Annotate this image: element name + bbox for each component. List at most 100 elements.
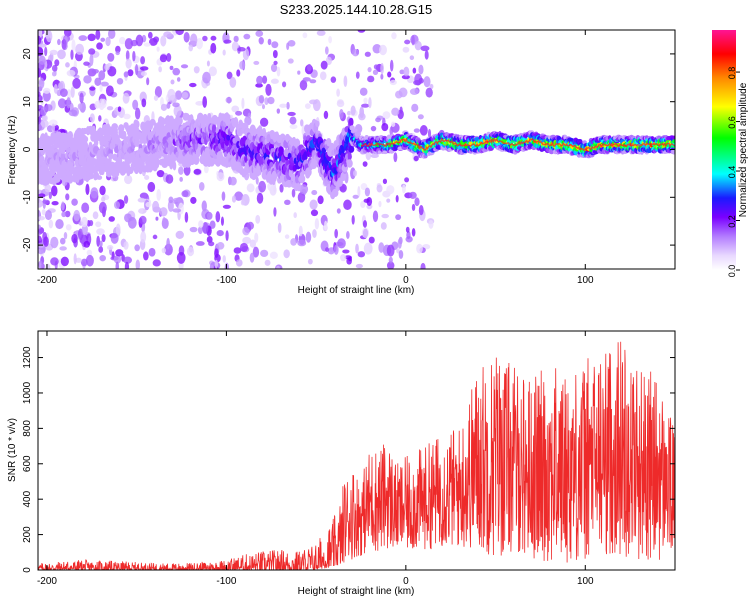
spectrogram-noise-blob	[376, 184, 383, 193]
spectrogram-noise-blob	[314, 218, 320, 230]
spectrogram-noise-blob	[134, 107, 141, 120]
spectrogram-ridge-cell	[111, 123, 118, 131]
spectrogram-noise-blob	[339, 108, 344, 120]
spectrogram-noise-blob	[406, 230, 411, 240]
spectrogram-noise-blob	[172, 102, 180, 108]
spectrogram-noise-blob	[357, 251, 366, 258]
spectrogram-noise-blob	[106, 106, 114, 111]
spectrogram-noise-blob	[44, 210, 52, 221]
spectrogram-noise-blob	[123, 113, 131, 120]
spectrogram-noise-blob	[364, 187, 371, 197]
spectrogram-noise-blob	[355, 243, 359, 254]
spectrogram-noise-blob	[158, 66, 162, 73]
spectrogram-noise-blob	[66, 69, 76, 77]
spectrogram-noise-blob	[299, 184, 309, 195]
spectrogram-noise-blob	[393, 152, 398, 163]
spectrogram-noise-blob	[38, 55, 46, 66]
spectrogram-noise-blob	[95, 221, 102, 228]
spectrogram-noise-blob	[124, 261, 130, 269]
spectrogram-ridge-cell	[149, 118, 156, 126]
spectrogram-noise-blob	[402, 46, 410, 53]
spectrogram-noise-blob	[45, 263, 51, 269]
spectrogram-noise-blob	[83, 240, 91, 248]
spectrogram-noise-blob	[115, 223, 121, 236]
spectrogram-ridge-cell	[159, 117, 166, 127]
spectrogram-noise-blob	[105, 85, 114, 97]
spectrogram-noise-blob	[305, 231, 312, 243]
spectrogram-noise-blob	[286, 101, 290, 110]
spectrogram-noise-blob	[195, 101, 204, 106]
spectrogram-noise-blob	[38, 43, 47, 48]
spectrogram-noise-blob	[193, 66, 200, 74]
spectrogram-ridge-cell	[134, 139, 140, 147]
spectrogram-noise-blob	[398, 250, 404, 259]
spectrogram-noise-blob	[273, 60, 278, 65]
spectrogram-noise-blob	[71, 39, 76, 52]
spectrogram-noise-blob	[96, 228, 105, 235]
spectrogram-noise-blob	[233, 247, 242, 254]
spectrogram-noise-blob	[203, 165, 209, 174]
spectrogram-noise-blob	[210, 42, 217, 54]
spectrogram-ridge-cell	[51, 163, 57, 174]
spectrogram-noise-blob	[246, 221, 254, 230]
spectrogram-noise-blob	[206, 212, 213, 220]
spectrogram-noise-blob	[215, 211, 221, 223]
spectrogram-noise-blob	[382, 178, 388, 185]
spectrogram-noise-blob	[75, 257, 82, 263]
spectrogram-ridge-cell	[298, 174, 306, 184]
spectrogram-noise-blob	[362, 161, 368, 167]
spectrogram-noise-blob	[380, 222, 387, 230]
spectrogram-noise-blob	[409, 88, 419, 95]
spectrogram-noise-blob	[159, 54, 168, 63]
spectrogram-noise-blob	[319, 71, 327, 81]
spectrogram-noise-blob	[229, 76, 237, 88]
spectrogram-noise-blob	[360, 200, 366, 209]
spectrogram-noise-blob	[99, 240, 103, 248]
spectrogram-noise-blob	[53, 83, 58, 94]
spectrogram-noise-blob	[334, 228, 338, 239]
spectrogram-noise-blob	[72, 78, 81, 89]
spectrogram-noise-blob	[320, 60, 328, 70]
spectrogram-noise-blob	[264, 259, 271, 266]
spectrogram-noise-blob	[188, 44, 194, 52]
spectrogram-noise-blob	[351, 48, 360, 57]
spectrogram-noise-blob	[333, 244, 339, 255]
y-tick-label: -10	[22, 190, 33, 205]
spectrogram-noise-blob	[397, 238, 402, 249]
spectrogram-noise-blob	[222, 255, 226, 263]
spectrogram-noise-blob	[412, 67, 417, 74]
spectrogram-noise-blob	[386, 185, 395, 195]
spectrogram-noise-blob	[309, 199, 318, 210]
spectrogram-noise-blob	[388, 256, 393, 264]
spectrogram-noise-blob	[49, 49, 58, 56]
spectrogram-noise-blob	[225, 97, 233, 104]
spectrogram-noise-blob	[189, 226, 198, 233]
spectrogram-noise-blob	[145, 201, 152, 208]
snr-series-line	[38, 341, 675, 570]
colorbar-tick-label: 0.8	[727, 67, 737, 80]
spectrogram-noise-blob	[262, 75, 268, 84]
spectrogram-noise-blob	[124, 213, 132, 223]
spectrogram-noise-blob	[242, 226, 250, 236]
spectrogram-noise-blob	[276, 108, 281, 114]
spectrogram-noise-blob	[95, 30, 101, 40]
spectrogram-noise-blob	[124, 38, 133, 50]
spectrogram-noise-blob	[160, 35, 167, 47]
spectrogram-ridge-cell	[348, 145, 355, 153]
spectrogram-noise-blob	[287, 39, 296, 47]
spectrogram-noise-blob	[380, 62, 384, 75]
spectrogram-noise-blob	[166, 237, 170, 250]
spectrogram-noise-blob	[43, 87, 51, 94]
y-tick-label: 1000	[22, 381, 33, 404]
spectrogram-ridge-cell	[54, 174, 61, 183]
spectrogram-noise-blob	[208, 241, 215, 247]
spectrogram-noise-blob	[216, 172, 225, 182]
spectrogram-noise-blob	[379, 44, 387, 56]
spectrogram-noise-blob	[368, 97, 372, 109]
spectrogram-noise-blob	[340, 254, 347, 262]
spectrogram-noise-blob	[325, 247, 330, 252]
y-tick-label: 800	[22, 420, 33, 437]
spectrogram-noise-blob	[41, 208, 46, 216]
spectrogram-noise-blob	[173, 105, 182, 118]
spectrogram-noise-blob	[144, 175, 150, 181]
